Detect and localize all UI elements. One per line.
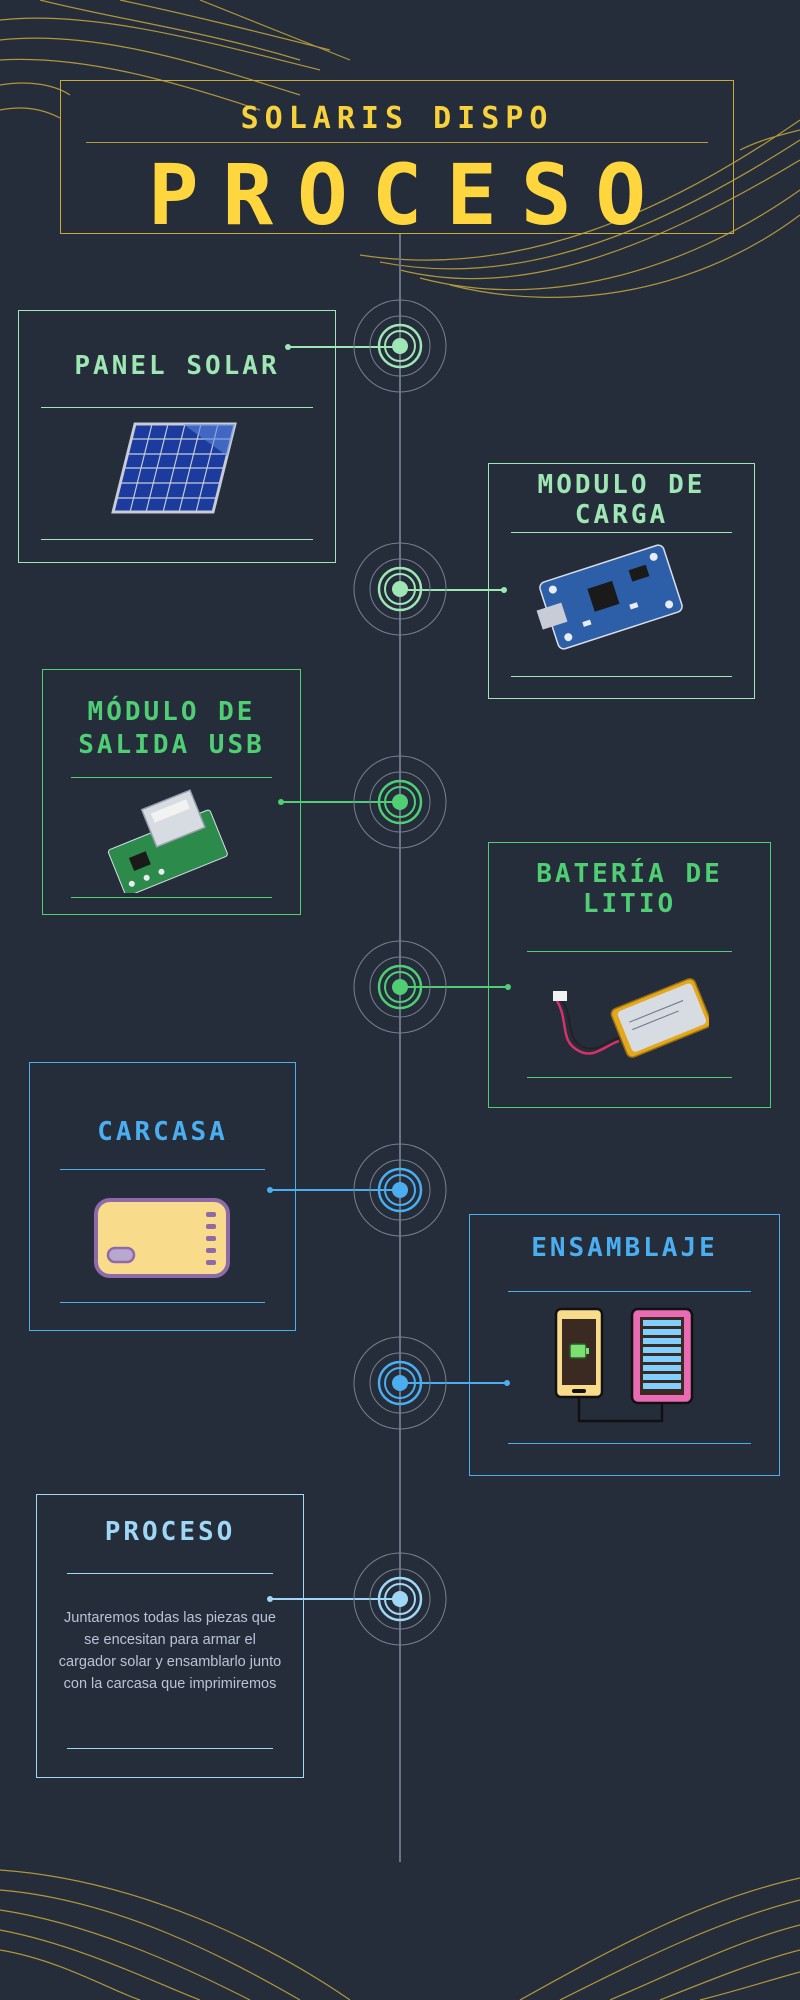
timeline-node	[353, 1552, 447, 1646]
charging-module-icon	[536, 544, 683, 650]
step-title: PROCESO	[104, 1517, 236, 1547]
connector-dot	[501, 587, 507, 593]
step-divider-bottom	[71, 897, 272, 898]
header-divider	[86, 142, 708, 143]
step-title-line: CARGA	[574, 500, 669, 530]
step-description: Juntaremos todas las piezas que se ences…	[58, 1610, 282, 1692]
step-divider	[527, 951, 732, 952]
step-divider	[60, 1169, 265, 1170]
step-title: BATERÍA DE LITIO	[489, 859, 770, 919]
timeline-node	[353, 1336, 447, 1430]
connector-dot	[267, 1596, 273, 1602]
timeline-node	[353, 940, 447, 1034]
connector-dot	[504, 1380, 510, 1386]
step-title: MÓDULO DE SALIDA USB	[43, 696, 300, 762]
step-card-modulo-usb: MÓDULO DE SALIDA USB	[42, 669, 301, 915]
step-title-line: MODULO DE	[537, 470, 706, 500]
header-box: SOLARIS DISPO PROCESO	[60, 80, 734, 244]
step-divider	[508, 1291, 751, 1292]
step-card-panel-solar: PANEL SOLAR	[18, 310, 336, 563]
phone-charging-from-power-bank-icon	[554, 1307, 694, 1423]
step-divider-bottom	[508, 1443, 751, 1444]
connector-dot	[278, 799, 284, 805]
step-divider-bottom	[41, 539, 313, 540]
step-divider-bottom	[527, 1077, 732, 1078]
header-subtitle: SOLARIS DISPO	[240, 101, 554, 136]
connector-line	[281, 801, 400, 803]
connector-line	[400, 986, 508, 988]
solar-panel-icon	[111, 422, 237, 514]
step-divider	[67, 1573, 273, 1574]
step-title: MODULO DE CARGA	[489, 470, 754, 530]
step-card-bateria: BATERÍA DE LITIO	[488, 842, 771, 1108]
step-card-modulo-carga: MODULO DE CARGA	[488, 463, 755, 699]
connector-line	[400, 589, 504, 591]
lithium-battery-icon	[553, 978, 709, 1058]
step-divider	[511, 532, 732, 533]
timeline-node	[353, 299, 447, 393]
step-divider-bottom	[67, 1748, 273, 1749]
step-title-line: SALIDA USB	[78, 730, 265, 760]
connector-line	[270, 1189, 400, 1191]
step-title-line: BATERÍA DE	[536, 859, 723, 889]
connector-dot	[285, 344, 291, 350]
step-card-ensamblaje: ENSAMBLAJE	[469, 1214, 780, 1476]
usb-module-icon	[107, 789, 228, 893]
step-divider	[71, 777, 272, 778]
timeline-node	[353, 542, 447, 636]
connector-line	[288, 346, 400, 348]
step-divider	[41, 407, 313, 408]
step-divider-bottom	[60, 1302, 265, 1303]
step-title-line: MÓDULO DE	[87, 697, 256, 727]
step-title: PANEL SOLAR	[74, 351, 280, 381]
step-card-carcasa: CARCASA	[29, 1062, 296, 1331]
step-card-proceso: PROCESO Juntaremos todas las piezas que …	[36, 1494, 304, 1778]
timeline-node	[353, 1143, 447, 1237]
connector-line	[270, 1598, 400, 1600]
step-title: ENSAMBLAJE	[531, 1233, 718, 1263]
step-divider-bottom	[511, 676, 732, 677]
power-bank-case-icon	[94, 1198, 230, 1278]
step-title: CARCASA	[97, 1117, 228, 1147]
step-title-line: LITIO	[582, 889, 677, 919]
connector-line	[400, 1382, 507, 1384]
connector-dot	[505, 984, 511, 990]
header-title: PROCESO	[147, 146, 670, 244]
timeline-node	[353, 755, 447, 849]
connector-dot	[267, 1187, 273, 1193]
timeline-axis	[399, 234, 401, 1862]
